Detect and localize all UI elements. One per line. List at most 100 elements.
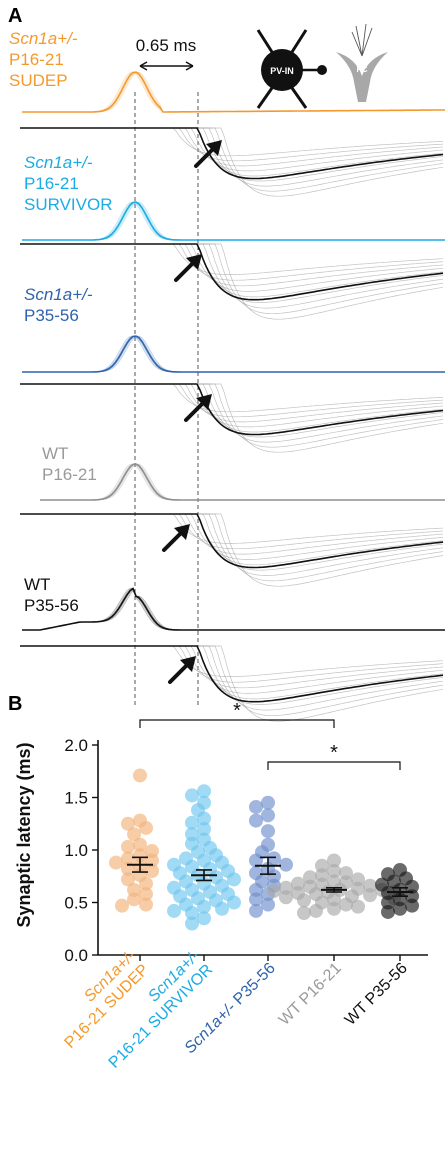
- data-point: [405, 898, 419, 913]
- data-point: [381, 904, 395, 919]
- group-label-line: Scn1a+/-: [24, 285, 93, 304]
- data-point: [249, 853, 263, 868]
- data-point: [139, 876, 153, 891]
- postsynaptic-trace-3: [20, 383, 444, 453]
- data-point: [279, 890, 293, 905]
- pv-in-label: PV-IN: [270, 66, 294, 76]
- onset-arrow-icon: [184, 394, 212, 422]
- presynaptic-trace-5: [22, 587, 445, 631]
- data-point: [185, 788, 199, 803]
- data-point: [197, 784, 211, 799]
- onset-arrow-icon: [174, 254, 202, 282]
- data-point: [133, 768, 147, 783]
- data-point: [227, 872, 241, 887]
- group-label-line: P16-21: [9, 50, 64, 69]
- data-point: [121, 839, 135, 854]
- x-category-label: WT P35-56: [342, 960, 411, 1029]
- data-point: [139, 820, 153, 835]
- mean-trace: [20, 645, 444, 703]
- latency-chart: 0.00.51.01.52.0**Scn1a+/-P16-21 SUDEPScn…: [62, 700, 428, 1072]
- panel-b: B Synaptic latency (ms) 0.0 0.5 1.0 1.5 2.0 *…: [8, 693, 428, 1072]
- data-point: [279, 857, 293, 872]
- onset-arrow-icon: [194, 140, 222, 168]
- series-2: [167, 784, 241, 931]
- data-point: [115, 898, 129, 913]
- data-point: [261, 897, 275, 912]
- data-point: [327, 864, 341, 878]
- data-point: [185, 815, 199, 830]
- mean-trace: [20, 383, 444, 436]
- group-label-line: SURVIVOR: [24, 195, 113, 214]
- postsynaptic-trace-5: [20, 645, 444, 722]
- recording-traces: [20, 71, 445, 722]
- group-label-line: WT: [42, 444, 68, 463]
- panel-b-label: B: [8, 693, 22, 715]
- data-point: [249, 903, 263, 918]
- data-point: [133, 837, 147, 852]
- panel-a: A 0.65 ms PV-IN PC: [8, 5, 445, 722]
- postsynaptic-trace-2: [20, 243, 444, 320]
- data-point: [215, 901, 229, 916]
- data-point: [133, 848, 147, 863]
- data-point: [197, 899, 211, 914]
- group-label-line: P16-21: [24, 174, 79, 193]
- pc-cell-icon: PC: [336, 23, 388, 102]
- data-point: [185, 916, 199, 931]
- group-label-3: Scn1a+/- P35-56: [24, 285, 93, 325]
- latency-arrow-right-head: [185, 61, 194, 71]
- data-point: [267, 883, 281, 898]
- significance-bracket-1: *: [139, 700, 335, 728]
- series-3: [249, 795, 293, 918]
- data-point: [197, 822, 211, 836]
- significance-star: *: [233, 700, 241, 722]
- data-point: [121, 816, 135, 831]
- data-point: [327, 853, 341, 868]
- data-point: [167, 903, 181, 918]
- group-label-2: Scn1a+/- P16-21 SURVIVOR: [24, 153, 113, 214]
- mean-trace: [20, 513, 444, 569]
- y-axis-title: Synaptic latency (ms): [14, 742, 34, 927]
- group-labels: Scn1a+/- P16-21 SUDEP Scn1a+/- P16-21 SURVIVO…: [9, 29, 113, 615]
- group-label-line: P35-56: [24, 306, 79, 325]
- group-label-line: Scn1a+/-: [9, 29, 78, 48]
- group-label-1: Scn1a+/- P16-21 SUDEP: [9, 29, 78, 90]
- data-point: [185, 906, 199, 920]
- presynaptic-trace-3: [22, 335, 445, 373]
- postsynaptic-trace-1: [20, 127, 444, 197]
- group-label-line: Scn1a+/-: [24, 153, 93, 172]
- data-point: [393, 901, 407, 916]
- cell-schematic: PV-IN PC: [256, 23, 388, 109]
- data-point: [351, 899, 365, 914]
- group-label-line: P16-21: [42, 465, 97, 484]
- presynaptic-trace-4: [40, 463, 445, 501]
- pc-label: PC: [356, 65, 367, 74]
- x-category-label: WT P16-21: [276, 960, 345, 1029]
- y-tick-label: 2.0: [64, 736, 88, 755]
- pv-in-cell-icon: PV-IN: [256, 29, 327, 109]
- data-point: [227, 895, 241, 910]
- panel-a-label: A: [8, 5, 22, 27]
- group-label-line: WT: [24, 575, 50, 594]
- data-point: [127, 892, 141, 907]
- group-label-line: P35-56: [24, 596, 79, 615]
- data-point: [249, 799, 263, 814]
- postsynaptic-trace-4: [20, 513, 444, 587]
- data-point: [261, 824, 275, 839]
- onset-arrow-icon: [168, 656, 196, 684]
- data-point: [249, 813, 263, 828]
- data-point: [339, 897, 353, 912]
- series-5: [375, 862, 419, 919]
- data-point: [363, 888, 377, 903]
- data-point: [197, 911, 211, 926]
- data-point: [109, 855, 123, 870]
- latency-annotation-text: 0.65 ms: [136, 36, 196, 55]
- y-tick-label: 0.0: [64, 946, 88, 965]
- data-point: [297, 893, 311, 908]
- series-1: [109, 768, 159, 913]
- data-point: [309, 903, 323, 918]
- data-point: [121, 851, 135, 866]
- data-point: [127, 827, 141, 842]
- latency-arrow-left-head: [139, 61, 148, 71]
- data-point: [145, 864, 159, 878]
